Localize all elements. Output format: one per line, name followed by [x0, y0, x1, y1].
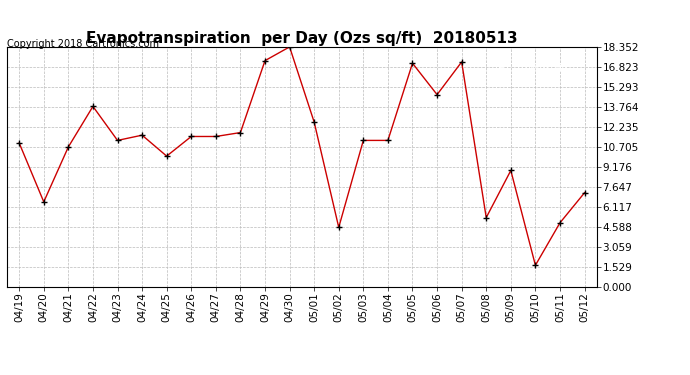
Title: Evapotranspiration  per Day (Ozs sq/ft)  20180513: Evapotranspiration per Day (Ozs sq/ft) 2… [86, 31, 518, 46]
Text: Copyright 2018 Cartronics.com: Copyright 2018 Cartronics.com [7, 39, 159, 50]
Text: ET  (0z/sq  ft): ET (0z/sq ft) [498, 64, 568, 74]
